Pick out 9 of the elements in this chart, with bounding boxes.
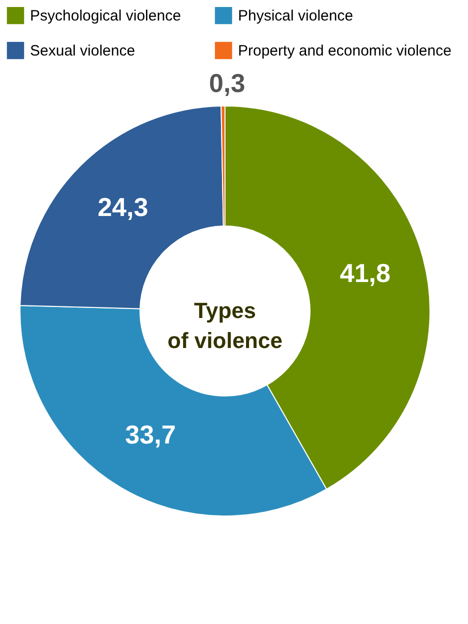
legend-label: Property and economic violence [238,42,452,60]
data-label: 24,3 [98,192,148,222]
legend-label: Psychological violence [30,8,181,25]
legend-label: Sexual violence [30,42,136,60]
data-label: 33,7 [125,419,176,450]
data-label: 0,3 [209,68,246,98]
text: Types of violence [168,298,282,353]
data-label: 41,8 [340,258,390,288]
legend-label: Physical violence [238,8,354,25]
